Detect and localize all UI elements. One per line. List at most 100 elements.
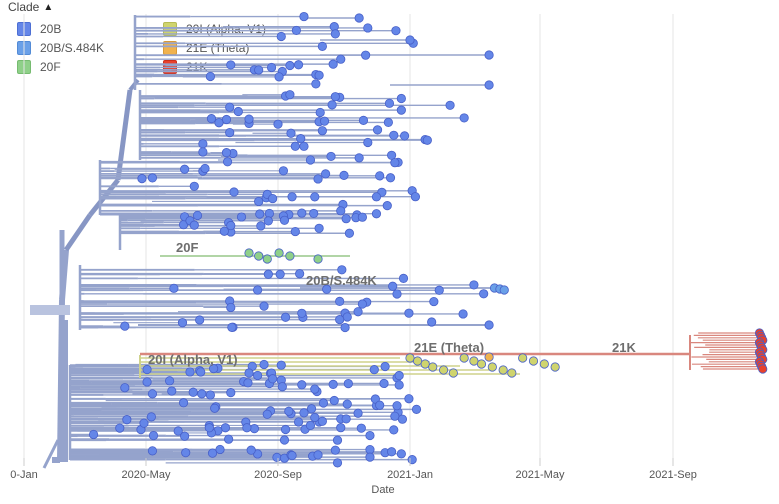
tip-20b (459, 113, 469, 123)
tip-20b (390, 411, 400, 421)
tip-20b (242, 423, 252, 433)
tip-20b (336, 423, 346, 433)
tip-20b (253, 370, 263, 381)
tip-20b (354, 13, 364, 23)
tip-20b (287, 192, 297, 202)
tip-20b (120, 321, 130, 331)
legend-item-20i-alpha[interactable]: 20I (Alpha, V1) (163, 21, 266, 37)
tip-20b (225, 128, 235, 138)
tip-20b (330, 29, 340, 39)
tip-20i-alpha-v1- (487, 362, 497, 372)
tip-20b (396, 449, 406, 459)
tip-20b (259, 301, 269, 311)
tip-20b (226, 388, 236, 398)
tip-20b (484, 50, 494, 60)
tip-20b (382, 201, 392, 211)
tip-20b (357, 212, 367, 222)
tip-20i-alpha-v1- (420, 359, 430, 369)
tip-20b (390, 158, 400, 168)
tip-20b (411, 404, 422, 414)
tip-20b (263, 216, 273, 226)
tip-20b (180, 164, 190, 174)
tip-20b (205, 390, 215, 400)
tip-20b (246, 445, 256, 455)
tip-20b (372, 125, 383, 135)
tip-20b (310, 192, 320, 202)
tip-20b (165, 376, 175, 386)
tip-20b (147, 173, 158, 183)
clade-label: 21K (612, 340, 636, 355)
tip-20f (274, 248, 284, 258)
tip-20b (221, 114, 232, 125)
tip-20b (375, 171, 385, 181)
tip-20b (221, 148, 232, 158)
tip-20b (328, 379, 338, 389)
tip-20b (142, 364, 152, 375)
tip-20b (254, 65, 264, 75)
tip-20b (181, 448, 191, 458)
tip-20b (196, 367, 206, 377)
tip-20b (287, 450, 297, 461)
tip-20b (397, 414, 408, 424)
tip-20b (277, 382, 287, 392)
tip-20b (290, 141, 300, 151)
tip-20b (314, 70, 324, 80)
tip-20i-alpha-v1- (518, 353, 528, 363)
chevron-up-icon: ▲ (43, 1, 54, 13)
tip-20b (236, 212, 247, 222)
tip-20b (357, 299, 367, 309)
tip-20i-alpha-v1- (507, 368, 517, 378)
tip-20b (253, 285, 263, 295)
tip-20b (167, 386, 177, 396)
tip-20b (185, 367, 195, 377)
tip-20b (198, 139, 208, 149)
tip-20i-alpha-v1- (469, 356, 479, 366)
tip-20b (317, 126, 327, 136)
tip-20b (299, 141, 309, 151)
tip-20b (332, 435, 343, 445)
tip-20b (370, 394, 380, 404)
legend-toggle[interactable]: Clade ▲ (8, 0, 53, 14)
clade-label: 20B/S.484K (306, 273, 377, 288)
tip-20b (404, 308, 414, 318)
tip-20b (285, 60, 295, 71)
legend-label-20f: 20F (40, 60, 61, 74)
tip-20b (299, 11, 309, 22)
tip-20b (396, 105, 406, 115)
tip-20b (458, 309, 468, 319)
tip-20b (330, 445, 340, 455)
tip-20b (205, 71, 215, 82)
tip-20b (375, 400, 385, 410)
tip-21e-theta- (484, 352, 494, 362)
tip-20i-alpha-v1- (476, 359, 487, 369)
tip-20b (254, 196, 264, 207)
x-axis: 0-Jan 2020-May 2020-Sep 2021-Jan 2021-May 202… (10, 458, 697, 496)
clade-label-layer: 20F 20B/S.484K 20I (Alpha, V1) 21E (Theta) 2… (148, 240, 636, 367)
tip-20b (315, 107, 325, 118)
x-tick-label: 2021-Sep (649, 469, 697, 481)
tip-20i-alpha-v1- (498, 365, 508, 375)
tip-20b (354, 153, 364, 163)
tip-20b (209, 364, 219, 374)
tip-20b (311, 79, 321, 89)
tip-20b (322, 284, 332, 294)
tip-20b (319, 116, 330, 126)
tip-20b (392, 289, 402, 299)
legend-item-21e-theta[interactable]: 21E (Theta) (163, 40, 249, 56)
tip-20b (336, 54, 346, 64)
tip-20b (275, 269, 285, 279)
tip-20b (280, 424, 291, 435)
tip-20b (344, 228, 355, 238)
tip-20b (195, 315, 205, 325)
tip-20b (387, 447, 397, 457)
tip-20b (388, 281, 398, 291)
tip-20b (394, 380, 404, 390)
tip-20b (396, 93, 406, 104)
tip-20b (484, 320, 494, 330)
tip-20b (226, 220, 236, 231)
tip-20b (226, 60, 236, 70)
tip-20i-alpha-v1- (448, 368, 458, 378)
tip-20b (356, 423, 366, 433)
tip-20b (341, 414, 351, 424)
